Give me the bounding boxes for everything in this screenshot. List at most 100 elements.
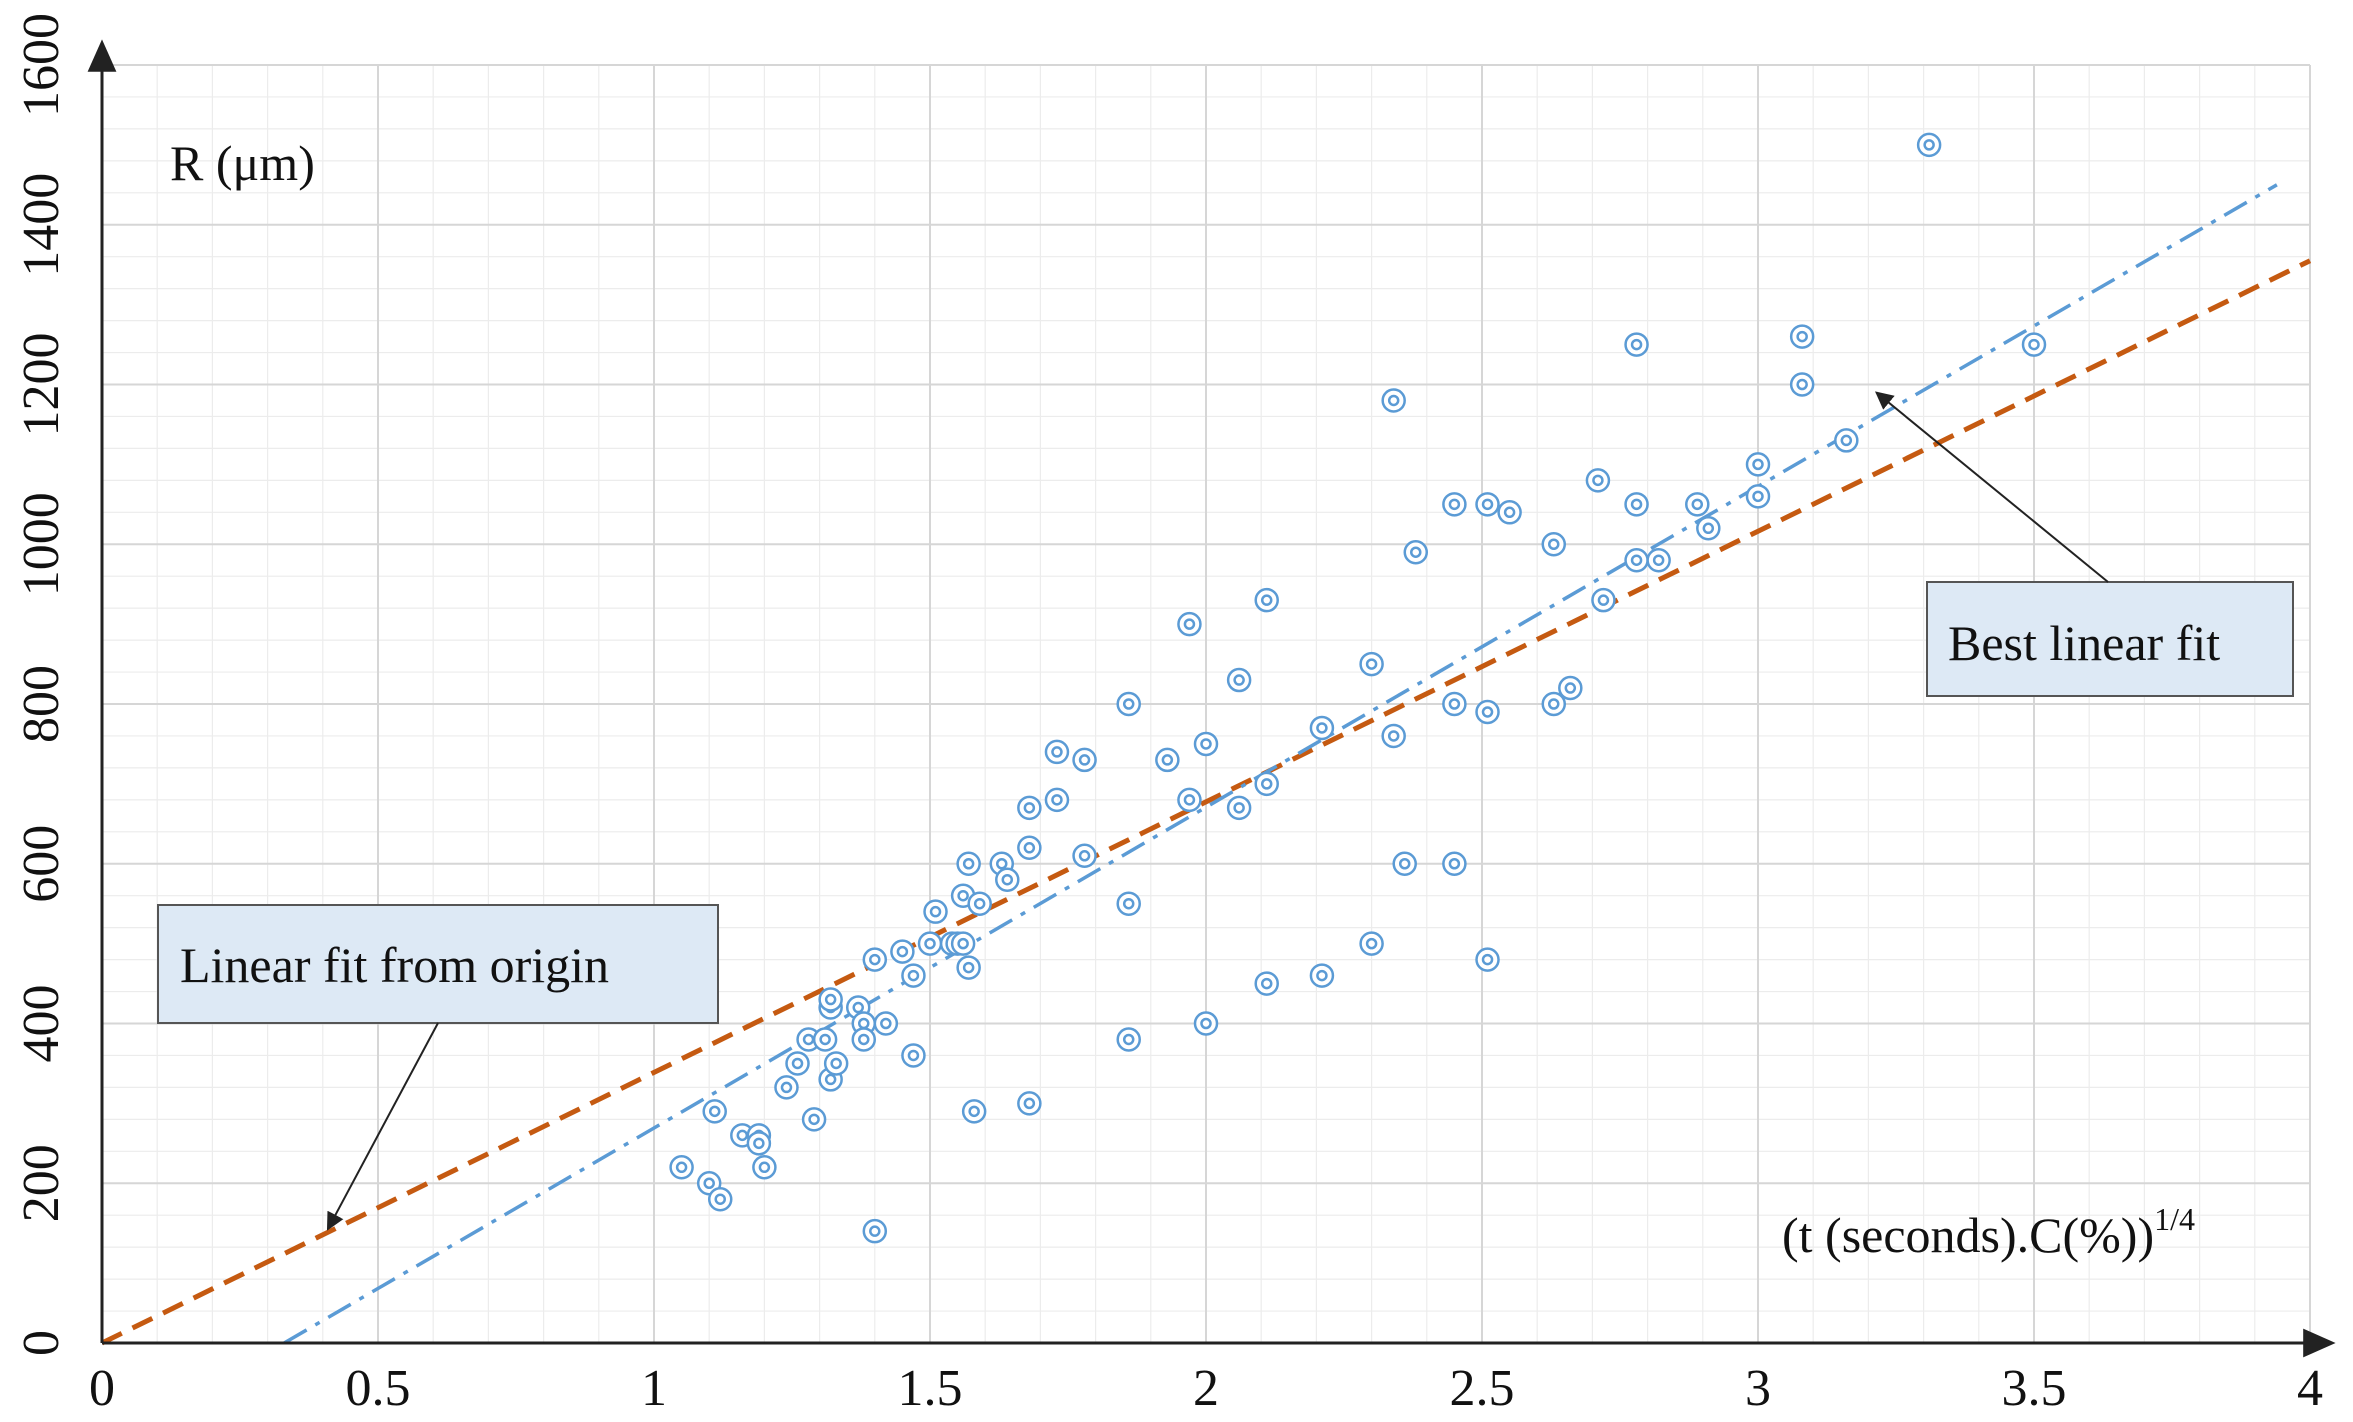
y-tick-label: 400 (13, 985, 70, 1063)
y-tick-label: 1400 (13, 173, 70, 277)
data-point (1392, 851, 1417, 876)
data-point (995, 867, 1020, 892)
data-point (669, 1155, 694, 1180)
y-tick-label: 200 (13, 1144, 70, 1222)
x-tick-label: 1 (641, 1360, 667, 1417)
data-point (1685, 492, 1710, 517)
data-point (1155, 747, 1180, 773)
x-tick-label: 3 (1745, 1360, 1771, 1417)
data-point (1558, 675, 1583, 701)
data-point (785, 1051, 810, 1076)
data-point (1072, 747, 1097, 773)
data-point (901, 963, 926, 988)
data-point (1789, 324, 1815, 349)
data-point (1475, 492, 1500, 517)
data-point (1226, 667, 1252, 693)
data-point (796, 1027, 821, 1052)
data-point (1254, 587, 1279, 613)
data-point (818, 987, 843, 1012)
data-point (1442, 492, 1467, 517)
data-point (2021, 332, 2047, 357)
data-point (961, 1099, 987, 1124)
data-point (1497, 500, 1522, 525)
data-point (774, 1075, 799, 1100)
data-point (950, 931, 976, 956)
data-point (1017, 795, 1042, 821)
data-point (1017, 1091, 1042, 1116)
data-point (956, 851, 981, 876)
data-point (1789, 372, 1815, 397)
data-point (1309, 715, 1335, 741)
data-point (1403, 539, 1429, 565)
data-point (1624, 332, 1649, 357)
x-tick-labels: 0 0.5 1 1.5 2 2.5 3 3.5 4 (89, 1360, 2323, 1417)
data-point (746, 1131, 772, 1156)
annotation-arrow-best (1875, 391, 2109, 583)
data-point (901, 1043, 926, 1068)
data-point (1044, 787, 1070, 813)
data-point (1442, 851, 1467, 876)
x-tick-label: 2 (1193, 1360, 1219, 1417)
data-points (669, 132, 2047, 1244)
data-point (923, 899, 948, 924)
data-point (823, 1051, 849, 1076)
data-point (862, 947, 888, 972)
fit-line-best-linear-fit (283, 183, 2278, 1345)
y-tick-label: 1600 (13, 13, 70, 117)
data-point (1624, 547, 1649, 573)
data-point (1177, 787, 1202, 813)
data-point (1624, 492, 1649, 517)
x-axis-label-main: (t (seconds).C(%)) (1782, 1207, 2154, 1263)
y-tick-label: 0 (13, 1330, 70, 1356)
y-axis-label: R (μm) (170, 135, 315, 191)
data-point (956, 955, 981, 980)
annotation-best-linear-fit: Best linear fit (1875, 391, 2294, 697)
x-tick-label: 2.5 (1450, 1360, 1515, 1417)
fit-lines (100, 183, 2312, 1346)
data-point (812, 1027, 838, 1052)
grid-major (102, 64, 2311, 1343)
annotation-best-linear-fit-text: Best linear fit (1948, 615, 2220, 671)
annotation-arrow-origin (326, 1022, 439, 1231)
x-tick-label: 4 (2297, 1360, 2323, 1417)
data-point (1359, 931, 1384, 956)
data-point (1916, 132, 1942, 158)
data-point (1696, 516, 1721, 541)
data-point (1475, 699, 1500, 725)
y-tick-label: 1000 (13, 492, 70, 596)
data-point (801, 1107, 827, 1132)
data-point (702, 1099, 727, 1124)
x-axis-label: (t (seconds).C(%))1/4 (1782, 1201, 2195, 1263)
data-point (1541, 532, 1567, 557)
y-tick-label: 1200 (13, 333, 70, 437)
data-point (1116, 691, 1141, 717)
data-point (1309, 963, 1335, 988)
data-point (752, 1155, 777, 1180)
data-point (1116, 891, 1141, 916)
data-point (1381, 723, 1406, 749)
data-point (1017, 835, 1042, 861)
data-point (707, 1186, 733, 1212)
data-point (873, 1011, 899, 1036)
data-point (1475, 947, 1500, 972)
annotation-linear-fit-from-origin-text: Linear fit from origin (180, 937, 609, 993)
data-point (1226, 795, 1252, 821)
data-point (1044, 739, 1070, 765)
data-point (851, 1027, 877, 1052)
fit-line-linear-fit-from-origin (100, 258, 2312, 1346)
data-point (1745, 484, 1771, 509)
x-axis-label-exponent: 1/4 (2154, 1201, 2195, 1237)
data-point (1359, 651, 1384, 677)
data-point (890, 939, 915, 964)
data-point (1177, 611, 1202, 637)
data-point (1116, 1027, 1141, 1052)
data-point (1585, 468, 1611, 493)
annotation-linear-fit-from-origin: Linear fit from origin (157, 904, 719, 1231)
x-tick-label: 3.5 (2002, 1360, 2067, 1417)
data-point (862, 1218, 888, 1244)
data-point (1442, 691, 1467, 717)
data-point (1541, 691, 1567, 717)
data-point (1834, 428, 1859, 453)
data-point (1193, 1011, 1219, 1036)
